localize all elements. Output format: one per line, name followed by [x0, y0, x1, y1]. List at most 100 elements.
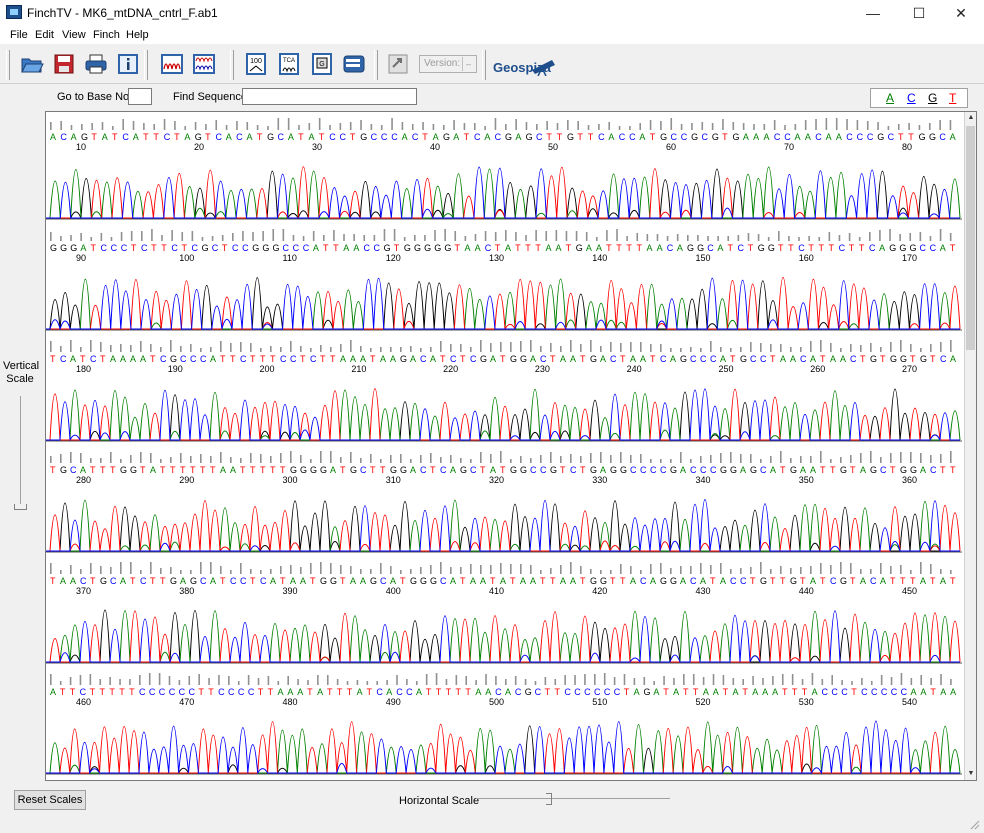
quality-bar: [918, 125, 921, 130]
base-call: T: [220, 354, 226, 364]
quality-bar: [485, 674, 487, 685]
base-call: T: [546, 132, 552, 142]
print-icon[interactable]: [84, 52, 108, 76]
horizontal-scale-slider[interactable]: [546, 793, 552, 805]
vertical-scale-slider[interactable]: [14, 504, 27, 510]
quality-bar: [630, 342, 632, 352]
menu-finch[interactable]: Finch: [93, 29, 120, 41]
base-call: G: [610, 465, 617, 475]
quality-bar: [660, 459, 662, 463]
export-icon[interactable]: [386, 52, 410, 76]
base-call: T: [800, 576, 806, 586]
base-call: C: [690, 354, 697, 364]
reset-scales-button[interactable]: Reset Scales: [14, 790, 86, 810]
quality-bar: [228, 676, 230, 685]
quality-bar: [60, 346, 62, 352]
quality-bar: [660, 121, 662, 130]
base-call: A: [450, 465, 456, 475]
quality-bar: [700, 348, 702, 352]
base-position-label: 230: [535, 364, 550, 374]
quality-bar: [950, 679, 952, 685]
find-sequence-input[interactable]: [242, 88, 417, 105]
base-call: G: [899, 243, 906, 253]
quality-bar: [411, 124, 414, 130]
base-call: C: [881, 687, 888, 697]
base-call: A: [608, 132, 614, 142]
version-dropdown[interactable]: –: [462, 57, 474, 71]
quality-100-icon[interactable]: 100: [244, 52, 268, 76]
vertical-scrollbar[interactable]: ▲ ▼: [964, 112, 976, 780]
legend-t: T: [949, 91, 957, 105]
quality-bar: [670, 348, 672, 352]
base-call: T: [143, 132, 149, 142]
scroll-down-arrow[interactable]: ▼: [967, 770, 975, 777]
quality-bar: [277, 118, 280, 130]
quality-bar: [520, 456, 522, 463]
menu-file[interactable]: File: [10, 29, 28, 41]
quality-bar: [90, 563, 92, 574]
vertical-scale-track[interactable]: [20, 396, 21, 506]
base-call: A: [600, 465, 606, 475]
base-call: C: [867, 132, 874, 142]
scrollbar-thumb[interactable]: [966, 126, 975, 350]
quality-bar: [810, 341, 812, 352]
base-call-icon[interactable]: G: [310, 52, 334, 76]
save-icon[interactable]: [52, 52, 76, 76]
menu-edit[interactable]: Edit: [35, 29, 54, 41]
trace-view-icon[interactable]: [160, 52, 184, 76]
multi-trace-icon[interactable]: [192, 52, 216, 76]
quality-bar: [81, 124, 83, 130]
quality-bar: [410, 569, 412, 574]
close-button[interactable]: ✕: [955, 5, 967, 21]
minimize-button[interactable]: —: [866, 5, 880, 21]
base-call: T: [319, 132, 325, 142]
base-call: T: [161, 243, 167, 253]
tca-view-icon[interactable]: TCA: [277, 52, 301, 76]
quality-bar: [424, 235, 426, 241]
maximize-button[interactable]: ☐: [912, 5, 926, 21]
quality-bar: [700, 563, 702, 574]
go-to-base-input[interactable]: [128, 88, 152, 105]
quality-bar: [640, 342, 642, 352]
base-call: A: [790, 354, 796, 364]
toolbar-grip[interactable]: [6, 50, 10, 80]
base-call: G: [510, 354, 517, 364]
quality-bar: [663, 676, 665, 685]
geospiza-button[interactable]: Geospiza: [490, 54, 560, 78]
menu-help[interactable]: Help: [126, 29, 149, 41]
quality-bar: [240, 458, 242, 463]
base-call: T: [327, 687, 333, 697]
base-call: T: [910, 354, 916, 364]
horizontal-scale-track[interactable]: [476, 798, 670, 799]
base-call: A: [772, 687, 778, 697]
quality-bar: [950, 451, 952, 463]
quality-bar: [940, 569, 942, 574]
quality-bar: [151, 229, 153, 241]
quality-bar: [757, 234, 760, 241]
version-select[interactable]: Version: –: [419, 55, 477, 73]
menu-view[interactable]: View: [62, 29, 86, 41]
base-call: T: [300, 354, 306, 364]
base-call: G: [687, 243, 694, 253]
base-call: A: [500, 576, 506, 586]
base-call: G: [590, 576, 597, 586]
version-label: Version:: [424, 58, 461, 69]
base-position-label: 220: [443, 364, 458, 374]
quality-bar: [101, 122, 104, 130]
quality-bar: [444, 229, 446, 241]
quality-bar: [287, 118, 290, 130]
quality-bar: [277, 681, 280, 685]
scroll-view-icon[interactable]: [342, 52, 366, 76]
base-position-label: 530: [799, 697, 814, 707]
resize-grip-icon[interactable]: [968, 818, 980, 830]
scroll-up-arrow[interactable]: ▲: [967, 114, 975, 121]
quality-bar: [643, 677, 646, 685]
info-icon[interactable]: [116, 52, 140, 76]
base-call: G: [909, 243, 916, 253]
base-call: A: [764, 132, 770, 142]
base-call: T: [150, 576, 156, 586]
open-icon[interactable]: [20, 52, 44, 76]
base-call: C: [420, 465, 427, 475]
base-call: A: [740, 465, 746, 475]
